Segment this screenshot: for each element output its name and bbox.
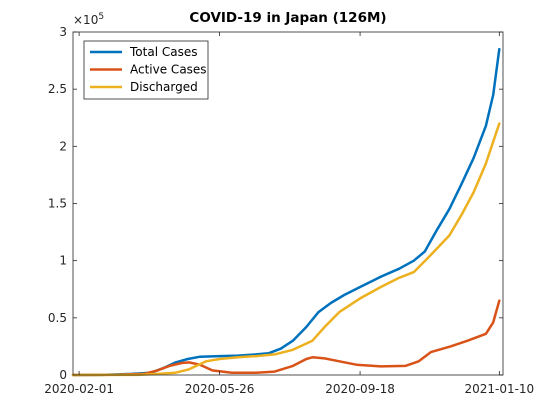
y-tick-label: 0 [59, 368, 67, 382]
y-tick-label: 1.5 [48, 197, 67, 211]
plot-area [71, 47, 501, 377]
series-line-active-cases [71, 299, 501, 377]
x-tick-label: 2020-09-18 [325, 382, 395, 396]
y-tick-label: 3 [59, 25, 67, 39]
x-tick-label: 2021-01-10 [464, 382, 534, 396]
x-tick-label: 2020-02-01 [44, 382, 114, 396]
y-exponent-label: ×105 [73, 12, 104, 27]
y-tick-label: 2 [59, 139, 67, 153]
legend-label-total-cases: Total Cases [129, 45, 197, 59]
legend-label-active-cases: Active Cases [130, 63, 207, 77]
y-exponent-power: 5 [98, 12, 104, 22]
legend-label-discharged: Discharged [130, 80, 198, 94]
series-line-total-cases [71, 47, 501, 377]
y-tick-label: 0.5 [48, 311, 67, 325]
legend: Total Cases Active Cases Discharged [83, 40, 209, 100]
axes: 0 0.5 1 1.5 2 2.5 3 ×105 2020-02-01 2020-05-26 202… [44, 12, 534, 396]
y-tick-label: 1 [59, 254, 67, 268]
x-tick-label: 2020-05-26 [185, 382, 255, 396]
chart-title: COVID-19 in Japan (126M) [189, 10, 386, 26]
series-line-discharged [71, 122, 501, 377]
y-tick-label: 2.5 [48, 82, 67, 96]
